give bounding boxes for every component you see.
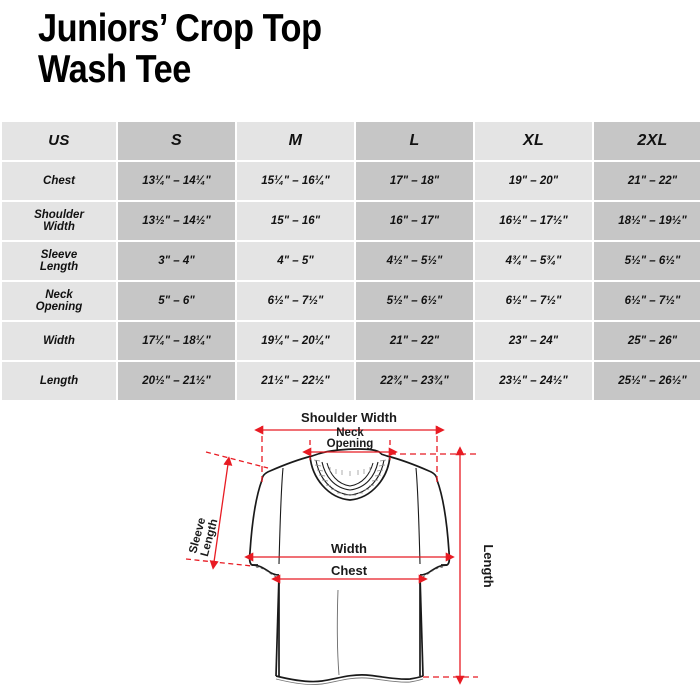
table-row: Width 17¼" – 18¼" 19¼" – 20¼" 21" – 22" … bbox=[2, 322, 700, 360]
cell-length-xl: 23½" – 24½" bbox=[475, 362, 592, 400]
cell-neck-opening-xl: 6½" – 7½" bbox=[475, 282, 592, 320]
table-row: Neck Opening 5" – 6" 6½" – 7½" 5½" – 6½" … bbox=[2, 282, 700, 320]
cell-sleeve-length-l: 4½" – 5½" bbox=[356, 242, 473, 280]
cell-length-m: 21½" – 22½" bbox=[237, 362, 354, 400]
dimension-label-neck-opening: Neck bbox=[336, 427, 364, 439]
cell-neck-opening-m: 6½" – 7½" bbox=[237, 282, 354, 320]
dimension-label-neck-opening-line2: Opening bbox=[327, 438, 374, 450]
header-cell-xl: XL bbox=[475, 122, 592, 160]
row-label-chest: Chest bbox=[2, 162, 116, 200]
cell-chest-m: 15¼" – 16¼" bbox=[237, 162, 354, 200]
table-row: Shoulder Width 13½" – 14½" 15" – 16" 16" … bbox=[2, 202, 700, 240]
cell-neck-opening-s: 5" – 6" bbox=[118, 282, 235, 320]
cell-length-2xl: 25½" – 26½" bbox=[594, 362, 700, 400]
cell-sleeve-length-m: 4" – 5" bbox=[237, 242, 354, 280]
header-cell-2xl: 2XL bbox=[594, 122, 700, 160]
cell-neck-opening-l: 5½" – 6½" bbox=[356, 282, 473, 320]
cell-chest-l: 17" – 18" bbox=[356, 162, 473, 200]
dimension-label-length: Length bbox=[481, 544, 496, 587]
row-label-length: Length bbox=[2, 362, 116, 400]
cell-width-xl: 23" – 24" bbox=[475, 322, 592, 360]
table-row: Sleeve Length 3" – 4" 4" – 5" 4½" – 5½" 4… bbox=[2, 242, 700, 280]
dimension-label-shoulder-width: Shoulder Width bbox=[301, 410, 397, 425]
cell-sleeve-length-s: 3" – 4" bbox=[118, 242, 235, 280]
cell-chest-s: 13¼" – 14¼" bbox=[118, 162, 235, 200]
row-label-neck-opening: Neck Opening bbox=[2, 282, 116, 320]
cell-shoulder-width-s: 13½" – 14½" bbox=[118, 202, 235, 240]
table-row: Chest 13¼" – 14¼" 15¼" – 16¼" 17" – 18" … bbox=[2, 162, 700, 200]
cell-width-l: 21" – 22" bbox=[356, 322, 473, 360]
table-header-row: US S M L XL 2XL bbox=[2, 122, 700, 160]
page-title: Juniors’ Crop Top Wash Tee bbox=[38, 7, 322, 91]
table-row: Length 20½" – 21½" 21½" – 22½" 22¾" – 23… bbox=[2, 362, 700, 400]
cell-shoulder-width-xl: 16½" – 17½" bbox=[475, 202, 592, 240]
cell-sleeve-length-2xl: 5½" – 6½" bbox=[594, 242, 700, 280]
row-label-width: Width bbox=[2, 322, 116, 360]
header-cell-m: M bbox=[237, 122, 354, 160]
dimension-label-width: Width bbox=[331, 541, 367, 556]
cell-width-s: 17¼" – 18¼" bbox=[118, 322, 235, 360]
cell-length-s: 20½" – 21½" bbox=[118, 362, 235, 400]
cell-length-l: 22¾" – 23¾" bbox=[356, 362, 473, 400]
cell-chest-xl: 19" – 20" bbox=[475, 162, 592, 200]
cell-shoulder-width-2xl: 18½" – 19½" bbox=[594, 202, 700, 240]
header-cell-us: US bbox=[2, 122, 116, 160]
garment-diagram: Shoulder Width Neck Opening Sleeve Lengt… bbox=[0, 404, 700, 700]
cell-sleeve-length-xl: 4¾" – 5¾" bbox=[475, 242, 592, 280]
cell-shoulder-width-l: 16" – 17" bbox=[356, 202, 473, 240]
cell-shoulder-width-m: 15" – 16" bbox=[237, 202, 354, 240]
cell-neck-opening-2xl: 6½" – 7½" bbox=[594, 282, 700, 320]
cell-chest-2xl: 21" – 22" bbox=[594, 162, 700, 200]
row-label-sleeve-length: Sleeve Length bbox=[2, 242, 116, 280]
dimension-label-chest: Chest bbox=[331, 563, 368, 578]
header-cell-l: L bbox=[356, 122, 473, 160]
cell-width-2xl: 25" – 26" bbox=[594, 322, 700, 360]
header-cell-s: S bbox=[118, 122, 235, 160]
cell-width-m: 19¼" – 20¼" bbox=[237, 322, 354, 360]
row-label-shoulder-width: Shoulder Width bbox=[2, 202, 116, 240]
size-chart-table: US S M L XL 2XL Chest 13¼" – 14¼" 15¼" –… bbox=[0, 120, 700, 402]
